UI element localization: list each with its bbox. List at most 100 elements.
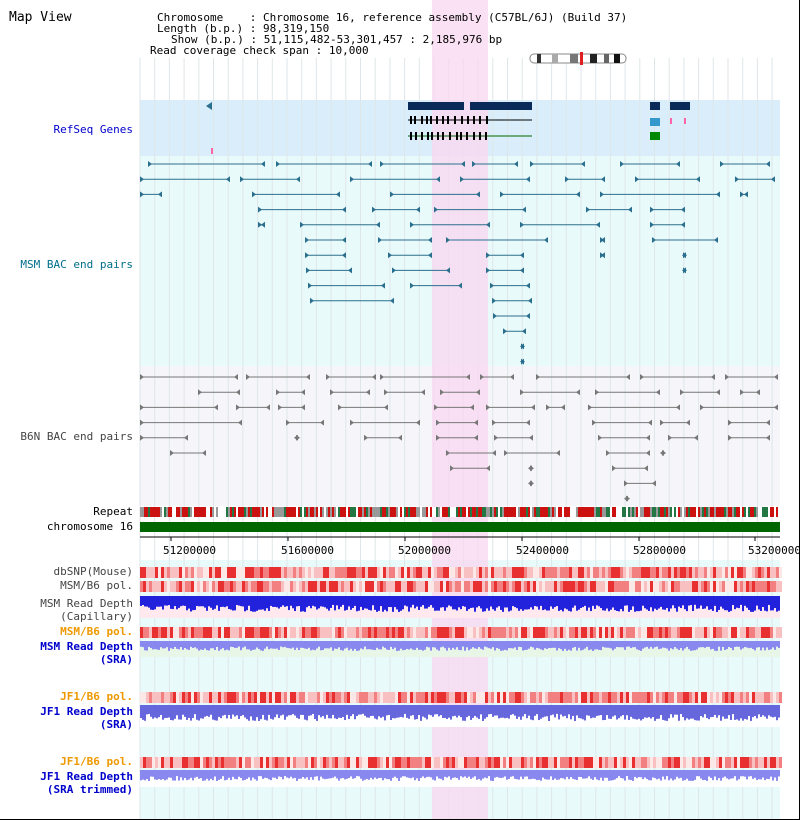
depth-bar bbox=[232, 641, 234, 647]
polymorphism-cell bbox=[158, 581, 161, 592]
polymorphism-cell bbox=[272, 567, 275, 578]
polymorphism-cell bbox=[764, 581, 767, 592]
polymorphism-cell bbox=[395, 627, 398, 638]
polymorphism-cell bbox=[767, 581, 770, 592]
repeat-cell bbox=[694, 507, 696, 517]
polymorphism-cell bbox=[389, 581, 392, 592]
depth-bar bbox=[170, 770, 172, 778]
polymorphism-cell bbox=[386, 692, 389, 703]
polymorphism-cell bbox=[569, 757, 572, 768]
polymorphism-cell bbox=[452, 627, 455, 638]
polymorphism-cell bbox=[224, 692, 227, 703]
polymorphism-cell bbox=[281, 757, 284, 768]
polymorphism-cell bbox=[155, 567, 158, 578]
depth-bar bbox=[624, 770, 626, 781]
repeat-cell bbox=[230, 507, 232, 517]
msm-bac-pair-end bbox=[140, 191, 144, 198]
depth-bar bbox=[292, 641, 294, 648]
polymorphism-cell bbox=[173, 581, 176, 592]
repeat-cell bbox=[712, 507, 714, 517]
polymorphism-cell bbox=[428, 581, 431, 592]
depth-bar bbox=[576, 770, 578, 781]
repeat-cell bbox=[734, 507, 736, 517]
repeat-cell bbox=[374, 507, 376, 517]
depth-bar bbox=[778, 596, 780, 611]
depth-bar bbox=[748, 705, 750, 717]
depth-bar bbox=[672, 770, 674, 781]
polymorphism-cell bbox=[227, 692, 230, 703]
polymorphism-cell bbox=[473, 627, 476, 638]
repeat-cell bbox=[560, 507, 562, 517]
repeat-cell bbox=[458, 507, 460, 517]
polymorphism-cell bbox=[671, 581, 674, 592]
b6n-bac-pair-end bbox=[612, 465, 616, 472]
polymorphism-cell bbox=[344, 757, 347, 768]
polymorphism-cell bbox=[491, 757, 494, 768]
polymorphism-cell bbox=[548, 581, 551, 592]
polymorphism-cell bbox=[533, 581, 536, 592]
depth-bar bbox=[210, 770, 212, 779]
polymorphism-cell bbox=[257, 567, 260, 578]
depth-bar bbox=[692, 596, 694, 612]
polymorphism-cell bbox=[605, 692, 608, 703]
depth-bar bbox=[258, 770, 260, 777]
repeat-cell bbox=[740, 507, 742, 517]
depth-bar bbox=[550, 770, 552, 777]
polymorphism-cell bbox=[515, 757, 518, 768]
b6n-bac-pair-end bbox=[202, 450, 206, 456]
depth-bar bbox=[428, 770, 430, 777]
polymorphism-cell bbox=[506, 692, 509, 703]
depth-bar bbox=[614, 596, 616, 611]
depth-bar bbox=[768, 596, 770, 605]
depth-bar bbox=[522, 641, 524, 651]
depth-bar bbox=[600, 596, 602, 609]
polymorphism-cell bbox=[287, 567, 290, 578]
depth-bar bbox=[386, 705, 388, 716]
polymorphism-cell bbox=[389, 627, 392, 638]
depth-bar bbox=[210, 641, 212, 649]
polymorphism-cell bbox=[350, 757, 353, 768]
depth-bar bbox=[310, 770, 312, 778]
depth-bar bbox=[354, 705, 356, 720]
polymorphism-cell bbox=[710, 692, 713, 703]
repeat-cell bbox=[654, 507, 656, 517]
depth-bar bbox=[610, 770, 612, 781]
polymorphism-cell bbox=[140, 581, 143, 592]
gene-block bbox=[650, 118, 660, 126]
depth-bar bbox=[342, 770, 344, 778]
b6n-bac-pair-end bbox=[286, 419, 290, 426]
depth-bar bbox=[388, 705, 390, 715]
axis-tick-label: 52400000 bbox=[516, 544, 569, 557]
polymorphism-cell bbox=[641, 757, 644, 768]
depth-bar bbox=[658, 770, 660, 779]
polymorphism-cell bbox=[644, 581, 647, 592]
repeat-cell bbox=[294, 507, 296, 517]
depth-bar bbox=[708, 770, 710, 777]
repeat-cell bbox=[336, 507, 338, 517]
depth-bar bbox=[352, 770, 354, 779]
depth-bar bbox=[306, 641, 308, 649]
polymorphism-cell bbox=[644, 627, 647, 638]
depth-bar bbox=[454, 705, 456, 716]
repeat-cell bbox=[260, 507, 262, 517]
polymorphism-cell bbox=[362, 627, 365, 638]
repeat-cell bbox=[468, 507, 470, 517]
depth-bar bbox=[244, 705, 246, 718]
polymorphism-cell bbox=[563, 757, 566, 768]
repeat-cell bbox=[472, 507, 474, 517]
depth-bar bbox=[766, 705, 768, 719]
depth-bar bbox=[286, 596, 288, 607]
polymorphism-cell bbox=[482, 627, 485, 638]
depth-bar bbox=[422, 641, 424, 651]
depth-bar bbox=[648, 596, 650, 611]
polymorphism-cell bbox=[227, 757, 230, 768]
polymorphism-cell bbox=[518, 581, 521, 592]
repeat-cell bbox=[330, 507, 332, 517]
depth-bar bbox=[652, 705, 654, 718]
depth-bar bbox=[758, 770, 760, 780]
depth-bar bbox=[302, 705, 304, 715]
repeat-cell bbox=[262, 507, 264, 517]
depth-bar bbox=[228, 705, 230, 715]
polymorphism-cell bbox=[257, 692, 260, 703]
